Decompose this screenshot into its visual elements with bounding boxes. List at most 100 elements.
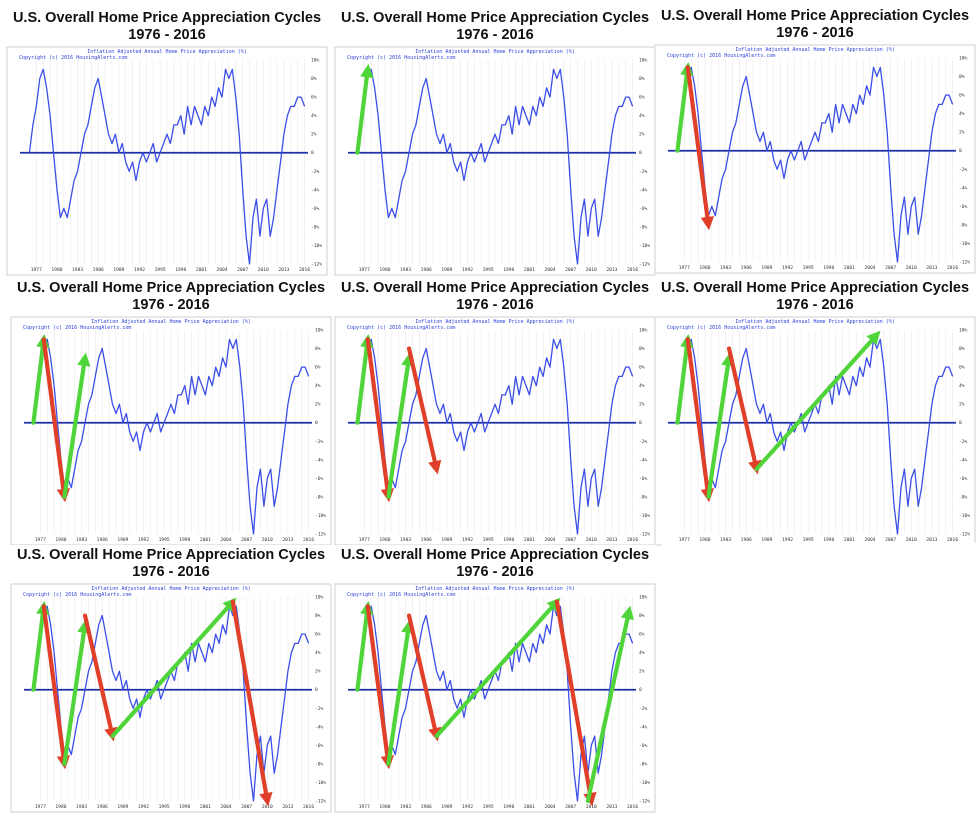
x-tick-label: 2010 <box>586 537 597 543</box>
panel-years-line: 1976 - 2016 <box>456 297 534 313</box>
x-tick-label: 1992 <box>134 267 145 273</box>
x-tick-label: 2010 <box>258 267 269 273</box>
y-tick-label: -4% <box>639 457 648 463</box>
y-tick-label: -12% <box>959 532 970 538</box>
x-tick-label: 1992 <box>462 267 473 273</box>
x-tick-label: 2016 <box>947 265 958 271</box>
x-tick-label: 1980 <box>379 804 390 810</box>
x-tick-label: 1992 <box>138 537 149 543</box>
panel-years-line: 1976 - 2016 <box>776 25 854 41</box>
y-tick-label: -2% <box>639 439 648 445</box>
y-tick-label: -4% <box>315 724 324 730</box>
y-tick-label: -12% <box>639 262 650 268</box>
downcycle-arrow <box>230 599 273 807</box>
x-tick-label: 1980 <box>55 804 66 810</box>
panel-title-line: U.S. Overall Home Price Appreciation Cyc… <box>660 8 970 24</box>
panel-title-line: U.S. Overall Home Price Appreciation Cyc… <box>660 280 970 296</box>
x-tick-label: 1998 <box>179 804 190 810</box>
x-tick-label: 2004 <box>544 804 555 810</box>
x-tick-label: 1992 <box>462 537 473 543</box>
y-tick-label: 10% <box>315 595 324 601</box>
panel-title-line: U.S. Overall Home Price Appreciation Cyc… <box>16 547 326 563</box>
copyright-text: Copyright (c) 2016 HousingAlerts.com <box>347 325 455 331</box>
x-tick-label: 1977 <box>359 267 370 273</box>
upcycle-arrow <box>355 600 374 692</box>
x-tick-label: 2004 <box>216 267 227 273</box>
y-tick-label: -2% <box>639 706 648 712</box>
x-tick-label: 1995 <box>155 267 166 273</box>
cycle-panel: U.S. Overall Home Price Appreciation Cyc… <box>334 545 656 813</box>
x-tick-label: 1986 <box>421 804 432 810</box>
x-tick-label: 2004 <box>544 267 555 273</box>
x-tick-label: 2004 <box>220 537 231 543</box>
appreciation-series-line <box>676 66 954 263</box>
y-tick-label: -12% <box>639 799 650 805</box>
downcycle-arrow <box>365 604 395 770</box>
x-tick-label: 2013 <box>282 804 293 810</box>
x-tick-label: 2001 <box>524 267 535 273</box>
x-tick-label: 1983 <box>76 804 87 810</box>
y-tick-label: 8% <box>959 346 965 352</box>
y-tick-label: 2% <box>639 402 645 408</box>
y-tick-label: -8% <box>639 761 648 767</box>
y-tick-label: 8% <box>959 74 965 80</box>
chart-caption: Inflation Adjusted Annual Home Price App… <box>91 586 251 592</box>
panel-years-line: 1976 - 2016 <box>456 27 534 43</box>
y-tick-label: -8% <box>315 494 324 500</box>
y-tick-label: -6% <box>959 204 968 210</box>
x-tick-label: 2007 <box>241 537 252 543</box>
x-tick-label: 1983 <box>76 537 87 543</box>
x-tick-label: 2001 <box>844 265 855 271</box>
y-tick-label: 10% <box>639 595 648 601</box>
downcycle-arrow <box>406 346 442 475</box>
x-tick-label: 1995 <box>803 265 814 271</box>
y-tick-label: 4% <box>639 383 645 389</box>
y-tick-label: -10% <box>959 241 970 247</box>
x-tick-label: 1983 <box>400 267 411 273</box>
y-tick-label: -12% <box>959 260 970 266</box>
x-tick-label: 1977 <box>679 265 690 271</box>
x-tick-label: 2010 <box>262 537 273 543</box>
y-tick-label: 6% <box>639 632 645 638</box>
y-tick-label: -2% <box>315 439 324 445</box>
x-tick-label: 1977 <box>35 804 46 810</box>
panel-years-line: 1976 - 2016 <box>776 297 854 313</box>
upcycle-arrow <box>355 63 374 155</box>
x-tick-label: 1992 <box>462 804 473 810</box>
y-tick-label: 2% <box>311 132 317 138</box>
appreciation-chart: Inflation Adjusted Annual Home Price App… <box>654 316 976 546</box>
x-tick-label: 1980 <box>379 537 390 543</box>
x-tick-label: 2001 <box>196 267 207 273</box>
y-tick-label: 4% <box>311 113 317 119</box>
y-tick-label: 8% <box>639 613 645 619</box>
panel-title: U.S. Overall Home Price Appreciation Cyc… <box>334 10 656 44</box>
x-tick-label: 1983 <box>720 265 731 271</box>
y-tick-label: 0 <box>311 150 314 156</box>
panel-title-line: U.S. Overall Home Price Appreciation Cyc… <box>340 547 650 563</box>
x-tick-label: 2004 <box>544 537 555 543</box>
x-tick-label: 1983 <box>72 267 83 273</box>
downcycle-arrow <box>41 604 71 770</box>
y-tick-label: -8% <box>315 761 324 767</box>
downcycle-arrow <box>685 337 715 503</box>
x-tick-label: 1986 <box>741 537 752 543</box>
y-tick-label: 2% <box>639 132 645 138</box>
y-tick-label: 0 <box>959 420 962 426</box>
x-tick-label: 1986 <box>741 265 752 271</box>
y-tick-label: 2% <box>639 669 645 675</box>
y-tick-label: -4% <box>311 187 320 193</box>
y-tick-label: 4% <box>959 383 965 389</box>
downcycle-arrow <box>406 613 442 742</box>
y-tick-label: 10% <box>959 56 968 62</box>
x-tick-label: 2007 <box>885 537 896 543</box>
y-tick-label: 4% <box>639 650 645 656</box>
x-tick-label: 1989 <box>761 265 772 271</box>
x-tick-label: 1986 <box>421 537 432 543</box>
y-tick-label: -12% <box>315 799 326 805</box>
panel-years-line: 1976 - 2016 <box>132 564 210 580</box>
y-tick-label: -8% <box>959 222 968 228</box>
appreciation-series-line <box>356 68 634 265</box>
x-tick-label: 2007 <box>565 537 576 543</box>
y-tick-label: 4% <box>959 111 965 117</box>
x-tick-label: 2001 <box>524 537 535 543</box>
